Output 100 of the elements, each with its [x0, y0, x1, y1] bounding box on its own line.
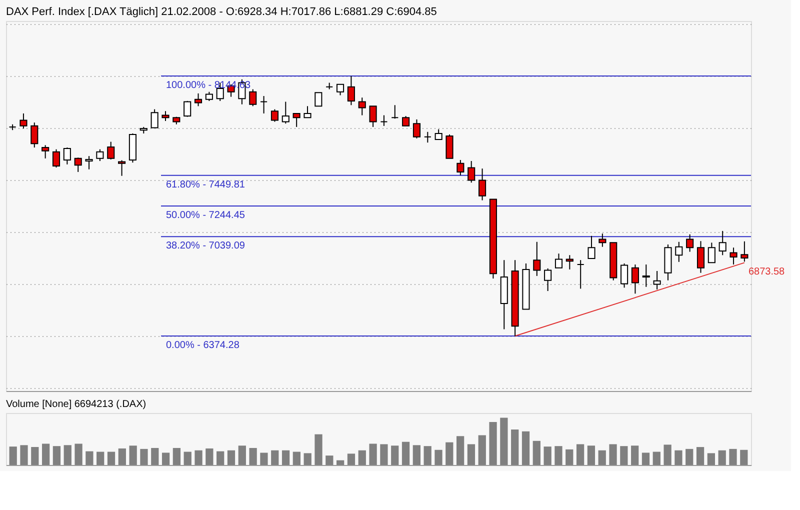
- candlestick: [434, 128, 442, 140]
- candlestick: [118, 160, 126, 176]
- bar: [446, 442, 454, 465]
- bar: [500, 418, 508, 465]
- ref-line-label: 38.20% - 7039.09: [166, 240, 246, 252]
- candlestick: [270, 108, 278, 122]
- bar: [554, 446, 562, 465]
- bar: [172, 448, 181, 465]
- bar: [118, 448, 126, 465]
- candlestick: [314, 92, 322, 107]
- bar: [412, 445, 420, 465]
- candlestick: [249, 88, 257, 107]
- candlestick: [63, 147, 71, 165]
- bar: [544, 446, 552, 465]
- bar: [227, 450, 236, 465]
- bar: [532, 440, 540, 465]
- bar: [696, 447, 704, 465]
- bar: [64, 445, 72, 465]
- candlestick: [194, 92, 202, 107]
- bar: [369, 444, 377, 465]
- candlestick: [391, 104, 399, 120]
- candlestick: [740, 240, 748, 262]
- bar: [576, 444, 584, 465]
- bar: [260, 452, 268, 465]
- candlestick: [304, 106, 312, 118]
- bar: [402, 442, 410, 465]
- chart-title: Volume [None] 6694213 (.DAX): [6, 399, 146, 410]
- bar: [314, 434, 322, 465]
- candlestick: [402, 116, 410, 126]
- candlestick: [620, 262, 628, 288]
- candlestick: [696, 240, 705, 274]
- candlestick: [730, 247, 738, 265]
- bar: [652, 452, 660, 465]
- bar: [326, 456, 334, 465]
- bar: [631, 446, 639, 465]
- bar: [129, 446, 137, 465]
- candlestick: [150, 108, 158, 128]
- bar: [478, 435, 486, 465]
- bar: [609, 444, 617, 465]
- bar: [674, 450, 682, 465]
- bar: [31, 447, 39, 465]
- ref-line-label: 50.00% - 7244.45: [166, 210, 246, 221]
- candlestick: [566, 254, 574, 270]
- bar: [20, 445, 28, 465]
- candlestick: [446, 134, 454, 159]
- bar: [347, 454, 356, 465]
- candlestick: [358, 97, 366, 116]
- candlestick: [456, 159, 464, 176]
- candlestick: [380, 114, 388, 126]
- bar: [566, 449, 574, 465]
- bar: [249, 448, 257, 465]
- bar: [151, 448, 159, 465]
- bar: [206, 448, 214, 465]
- candlestick: [631, 264, 639, 294]
- candlestick: [533, 241, 541, 276]
- candlestick: [642, 264, 650, 288]
- candlestick: [554, 253, 563, 268]
- candlestick: [369, 106, 377, 128]
- bar: [107, 452, 116, 465]
- bar: [729, 448, 737, 465]
- bar: [282, 450, 290, 465]
- candlestick: [588, 235, 596, 260]
- candlestick: [52, 148, 60, 168]
- candlestick: [74, 157, 82, 172]
- bar: [336, 460, 344, 465]
- candlestick: [708, 242, 716, 264]
- candlestick: [424, 131, 432, 144]
- candlestick: [336, 84, 344, 96]
- bar: [140, 448, 148, 465]
- candlestick: [260, 96, 268, 114]
- bar: [642, 452, 650, 465]
- candlestick: [20, 112, 28, 130]
- candlestick: [653, 270, 661, 290]
- candlestick: [85, 156, 93, 170]
- candlestick: [598, 233, 606, 248]
- bar: [740, 450, 748, 465]
- bar: [292, 452, 301, 465]
- candlestick: [205, 91, 213, 102]
- bar: [511, 430, 519, 465]
- candlestick: [686, 234, 694, 252]
- candlestick: [412, 118, 421, 139]
- bar: [184, 452, 192, 465]
- bar: [358, 450, 366, 465]
- bar: [424, 446, 432, 465]
- bar: [434, 450, 442, 465]
- bar: [304, 453, 312, 465]
- bar: [238, 446, 246, 465]
- candlestick: [30, 122, 38, 148]
- bar: [271, 450, 279, 465]
- bar: [620, 446, 628, 465]
- bar: [522, 431, 530, 465]
- bar: [194, 450, 202, 465]
- bar: [74, 444, 82, 465]
- bar: [467, 444, 476, 465]
- candlestick: [347, 76, 355, 106]
- bar: [96, 452, 104, 465]
- bar: [86, 451, 94, 465]
- candlestick: [544, 268, 552, 292]
- chart-title: DAX Perf. Index [.DAX Täglich] 21.02.2008 - O:6928.34 H:7017.86 L:6881.29 C:6904.85: [6, 6, 437, 18]
- annotation: 6873.58: [748, 266, 786, 278]
